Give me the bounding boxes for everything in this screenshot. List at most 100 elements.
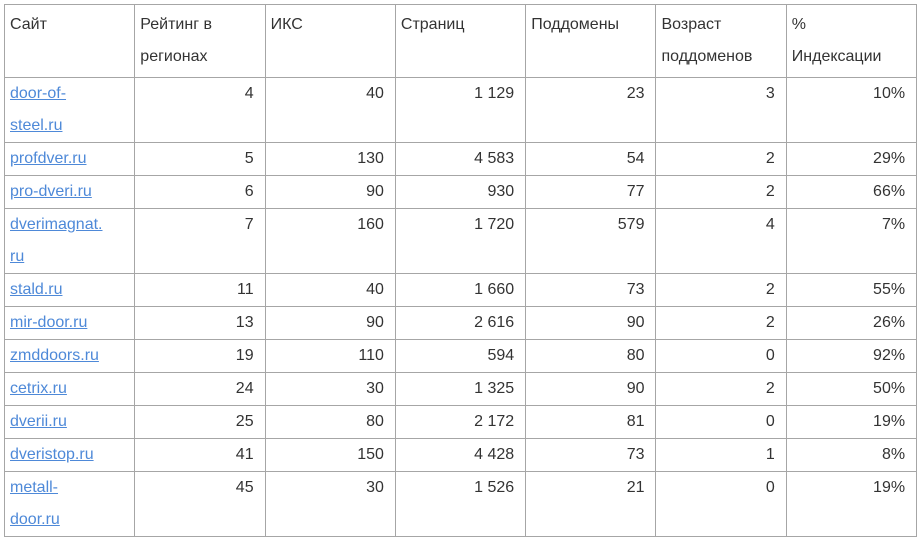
value-cell: 13	[134, 306, 266, 340]
table-row: dverii.ru 25 80 2 172 81 0 19%	[3, 405, 918, 439]
value-cell: 90	[525, 306, 657, 340]
table-row: dverimagnat.ru 7 160 1 720 579 4 7%	[3, 208, 918, 274]
value-cell: 1	[655, 438, 787, 472]
table-row: stald.ru 11 40 1 660 73 2 55%	[3, 273, 918, 307]
value-cell: 4 428	[394, 438, 527, 472]
value-cell: 1 660	[394, 273, 527, 307]
value-cell: 41	[134, 438, 266, 472]
column-header-pages: Страниц	[394, 4, 527, 78]
sites-table: Сайт Рейтинг в регионах ИКС Страниц Подд…	[3, 4, 918, 537]
value-cell: 0	[655, 471, 787, 537]
site-link[interactable]: metall-door.ru	[10, 479, 60, 528]
value-cell: 2	[655, 175, 787, 209]
value-cell: 73	[525, 273, 657, 307]
value-cell: 930	[394, 175, 527, 209]
value-cell: 4	[655, 208, 787, 274]
value-cell: 30	[264, 471, 396, 537]
table-header: Сайт Рейтинг в регионах ИКС Страниц Подд…	[3, 4, 918, 78]
value-cell: 45	[134, 471, 266, 537]
column-header-age: Возраст поддоменов	[655, 4, 787, 78]
site-link[interactable]: dverii.ru	[10, 413, 67, 430]
value-cell: 1 325	[394, 372, 527, 406]
value-cell: 1 526	[394, 471, 527, 537]
site-link[interactable]: zmddoors.ru	[10, 347, 99, 364]
value-cell: 0	[655, 405, 787, 439]
value-cell: 594	[394, 339, 527, 373]
site-link[interactable]: cetrix.ru	[10, 380, 67, 397]
value-cell: 4	[134, 77, 266, 143]
site-cell: pro-dveri.ru	[3, 175, 136, 209]
site-cell: stald.ru	[3, 273, 136, 307]
value-cell: 66%	[785, 175, 918, 209]
site-link[interactable]: profdver.ru	[10, 150, 87, 167]
site-cell: dverimagnat.ru	[3, 208, 136, 274]
value-cell: 92%	[785, 339, 918, 373]
table-row: door-of-steel.ru 4 40 1 129 23 3 10%	[3, 77, 918, 143]
value-cell: 54	[525, 142, 657, 176]
value-cell: 21	[525, 471, 657, 537]
value-cell: 19	[134, 339, 266, 373]
value-cell: 1 129	[394, 77, 527, 143]
value-cell: 2 616	[394, 306, 527, 340]
site-link[interactable]: stald.ru	[10, 281, 63, 298]
value-cell: 90	[264, 306, 396, 340]
site-cell: profdver.ru	[3, 142, 136, 176]
value-cell: 40	[264, 273, 396, 307]
value-cell: 579	[525, 208, 657, 274]
value-cell: 2	[655, 306, 787, 340]
table-row: cetrix.ru 24 30 1 325 90 2 50%	[3, 372, 918, 406]
value-cell: 19%	[785, 471, 918, 537]
value-cell: 160	[264, 208, 396, 274]
table-row: pro-dveri.ru 6 90 930 77 2 66%	[3, 175, 918, 209]
value-cell: 150	[264, 438, 396, 472]
table-row: mir-door.ru 13 90 2 616 90 2 26%	[3, 306, 918, 340]
table-row: dveristop.ru 41 150 4 428 73 1 8%	[3, 438, 918, 472]
value-cell: 8%	[785, 438, 918, 472]
table-body: door-of-steel.ru 4 40 1 129 23 3 10% profdver.r…	[3, 77, 918, 537]
value-cell: 81	[525, 405, 657, 439]
value-cell: 4 583	[394, 142, 527, 176]
value-cell: 80	[264, 405, 396, 439]
value-cell: 90	[264, 175, 396, 209]
site-link[interactable]: door-of-steel.ru	[10, 85, 67, 134]
value-cell: 30	[264, 372, 396, 406]
value-cell: 40	[264, 77, 396, 143]
value-cell: 29%	[785, 142, 918, 176]
column-header-subdomains: Поддомены	[525, 4, 657, 78]
site-cell: dveristop.ru	[3, 438, 136, 472]
value-cell: 25	[134, 405, 266, 439]
value-cell: 24	[134, 372, 266, 406]
value-cell: 50%	[785, 372, 918, 406]
table-row: profdver.ru 5 130 4 583 54 2 29%	[3, 142, 918, 176]
value-cell: 7%	[785, 208, 918, 274]
site-cell: mir-door.ru	[3, 306, 136, 340]
value-cell: 130	[264, 142, 396, 176]
value-cell: 5	[134, 142, 266, 176]
site-link[interactable]: dveristop.ru	[10, 446, 94, 463]
value-cell: 26%	[785, 306, 918, 340]
value-cell: 3	[655, 77, 787, 143]
value-cell: 2 172	[394, 405, 527, 439]
value-cell: 11	[134, 273, 266, 307]
column-header-site: Сайт	[3, 4, 136, 78]
table-row: zmddoors.ru 19 110 594 80 0 92%	[3, 339, 918, 373]
value-cell: 80	[525, 339, 657, 373]
value-cell: 2	[655, 142, 787, 176]
value-cell: 10%	[785, 77, 918, 143]
column-header-iks: ИКС	[264, 4, 396, 78]
table-row: metall-door.ru 45 30 1 526 21 0 19%	[3, 471, 918, 537]
value-cell: 0	[655, 339, 787, 373]
column-header-index-pct: % Индексации	[785, 4, 918, 78]
value-cell: 1 720	[394, 208, 527, 274]
value-cell: 6	[134, 175, 266, 209]
site-link[interactable]: dverimagnat.ru	[10, 216, 103, 265]
site-cell: zmddoors.ru	[3, 339, 136, 373]
site-link[interactable]: mir-door.ru	[10, 314, 88, 331]
site-link[interactable]: pro-dveri.ru	[10, 183, 92, 200]
column-header-rating: Рейтинг в регионах	[134, 4, 266, 78]
value-cell: 55%	[785, 273, 918, 307]
value-cell: 73	[525, 438, 657, 472]
site-cell: metall-door.ru	[3, 471, 136, 537]
value-cell: 90	[525, 372, 657, 406]
value-cell: 77	[525, 175, 657, 209]
